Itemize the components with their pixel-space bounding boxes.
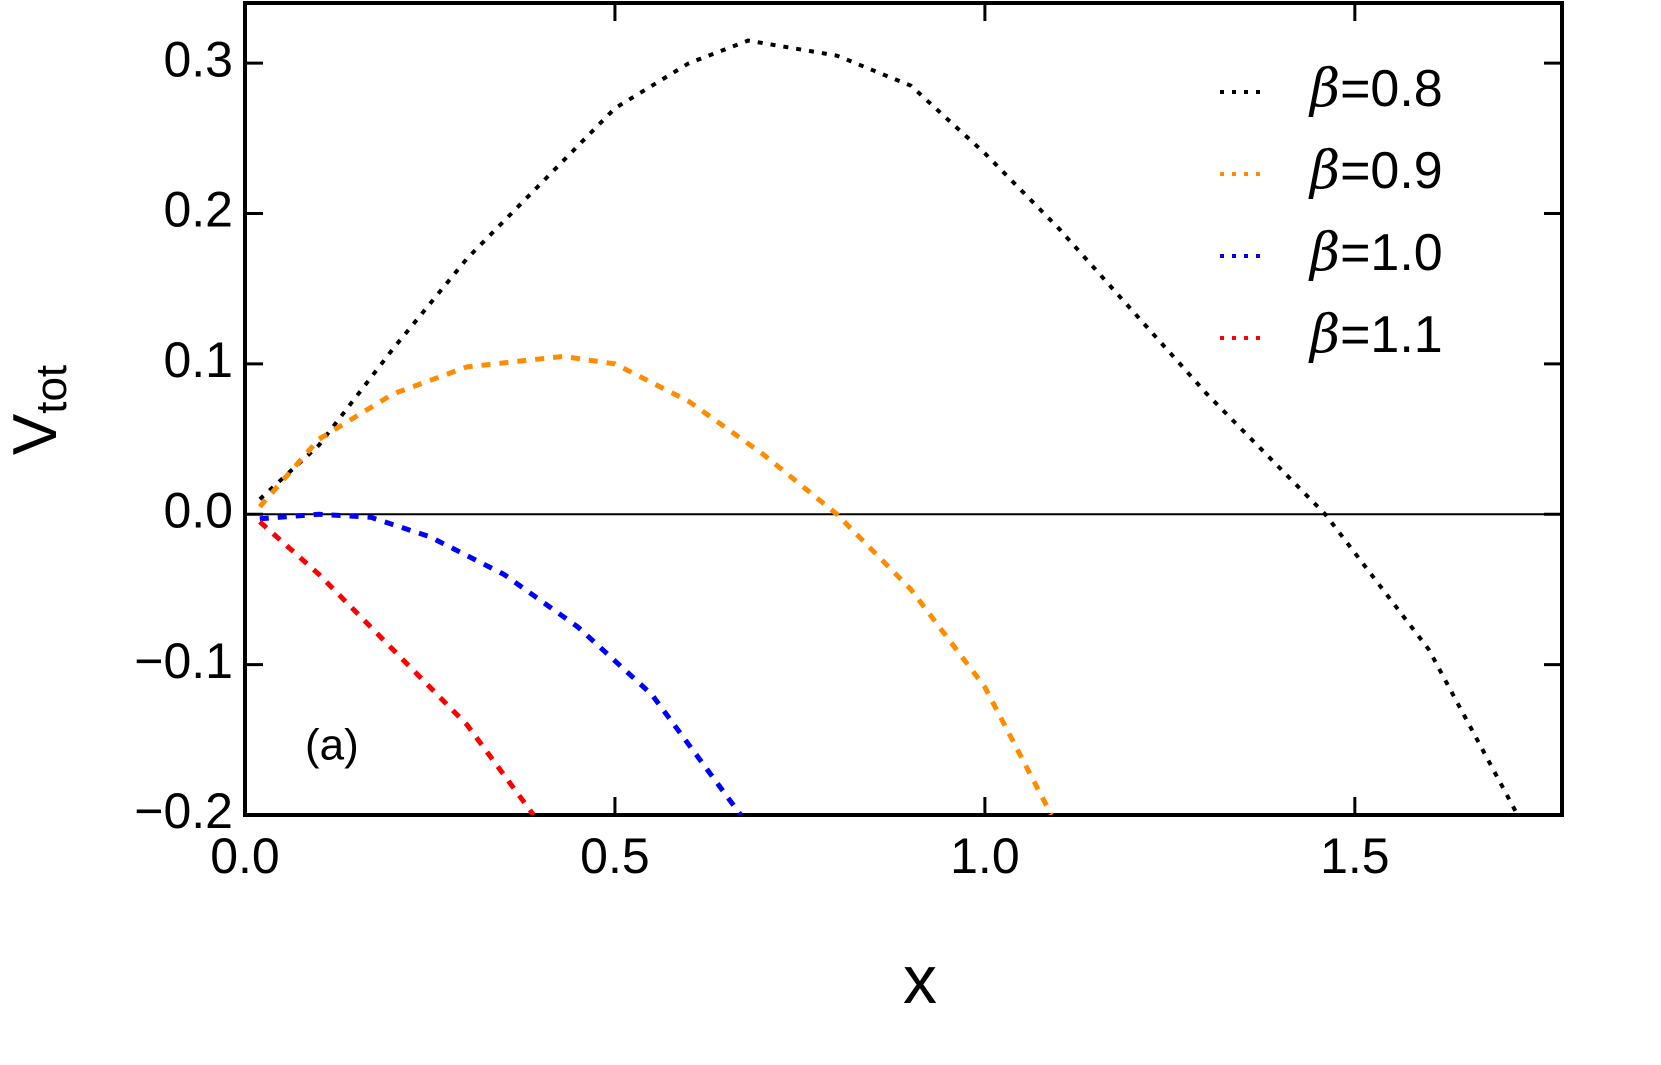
legend-label: β=1.1 [1308, 305, 1443, 365]
y-tick-label: 0.3 [163, 31, 233, 87]
series-line [258, 38, 1520, 815]
y-axis-label: Vtot [1, 365, 75, 455]
y-tick-label: 0.2 [163, 182, 233, 238]
legend-label: β=0.8 [1308, 59, 1443, 119]
y-tick-label: −0.1 [134, 633, 233, 689]
legend-label: β=0.9 [1308, 141, 1443, 201]
plot-frame [243, 1, 1564, 817]
x-tick-label: 1.0 [950, 828, 1020, 884]
y-tick-label: 0.0 [163, 482, 233, 538]
x-tick-label: 0.5 [580, 828, 650, 884]
annotation: (a) [305, 721, 359, 770]
series-line [257, 353, 1054, 815]
x-tick-label: 0.0 [210, 828, 280, 884]
series-line [258, 519, 536, 815]
legend-label: β=1.0 [1308, 223, 1443, 283]
y-tick-label: 0.1 [163, 332, 233, 388]
x-tick-label: 1.5 [1320, 828, 1390, 884]
y-label-sub: tot [27, 365, 76, 414]
y-label-main: V [1, 413, 70, 455]
x-axis-label: x [903, 942, 937, 1018]
y-tick-label: −0.2 [134, 783, 233, 839]
